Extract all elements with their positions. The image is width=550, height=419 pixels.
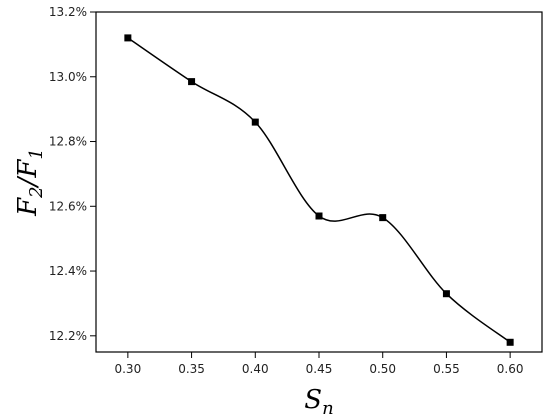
y-tick-label: 13.0% bbox=[49, 70, 87, 84]
data-point bbox=[442, 290, 450, 298]
x-tick-label: 0.55 bbox=[433, 362, 460, 376]
x-tick-label: 0.40 bbox=[242, 362, 269, 376]
x-axis: 0.30 0.35 0.40 0.45 0.50 0.55 0.60 bbox=[114, 352, 524, 376]
data-point bbox=[251, 118, 259, 126]
y-axis-title-f2: F bbox=[13, 197, 43, 217]
y-axis: 12.2% 12.4% 12.6% 12.8% 13.0% 13.2% bbox=[49, 5, 96, 343]
y-axis-title-f1: F bbox=[13, 159, 43, 179]
data-point bbox=[379, 214, 387, 222]
y-tick-label: 13.2% bbox=[49, 5, 87, 19]
x-axis-title-sub: n bbox=[322, 398, 334, 419]
data-point bbox=[506, 338, 514, 346]
x-tick-label: 0.45 bbox=[306, 362, 333, 376]
y-tick-label: 12.2% bbox=[49, 329, 87, 343]
y-tick-label: 12.8% bbox=[49, 135, 87, 149]
x-tick-label: 0.35 bbox=[178, 362, 205, 376]
y-tick-label: 12.4% bbox=[49, 264, 87, 278]
data-point bbox=[124, 34, 132, 42]
x-axis-title-main: S bbox=[304, 385, 322, 415]
x-tick-label: 0.60 bbox=[497, 362, 524, 376]
series-markers bbox=[124, 34, 514, 346]
x-tick-label: 0.30 bbox=[114, 362, 141, 376]
y-axis-title-sub1: 1 bbox=[26, 148, 47, 159]
series-line bbox=[127, 37, 511, 343]
y-tick-label: 12.6% bbox=[49, 199, 87, 213]
y-axis-title: F2/F1 bbox=[13, 148, 47, 217]
data-point bbox=[188, 78, 196, 86]
data-point bbox=[315, 212, 323, 220]
y-axis-title-slash: / bbox=[13, 175, 43, 189]
x-axis-title: Sn bbox=[304, 385, 333, 419]
x-tick-label: 0.50 bbox=[369, 362, 396, 376]
y-axis-title-sub2: 2 bbox=[26, 186, 47, 198]
